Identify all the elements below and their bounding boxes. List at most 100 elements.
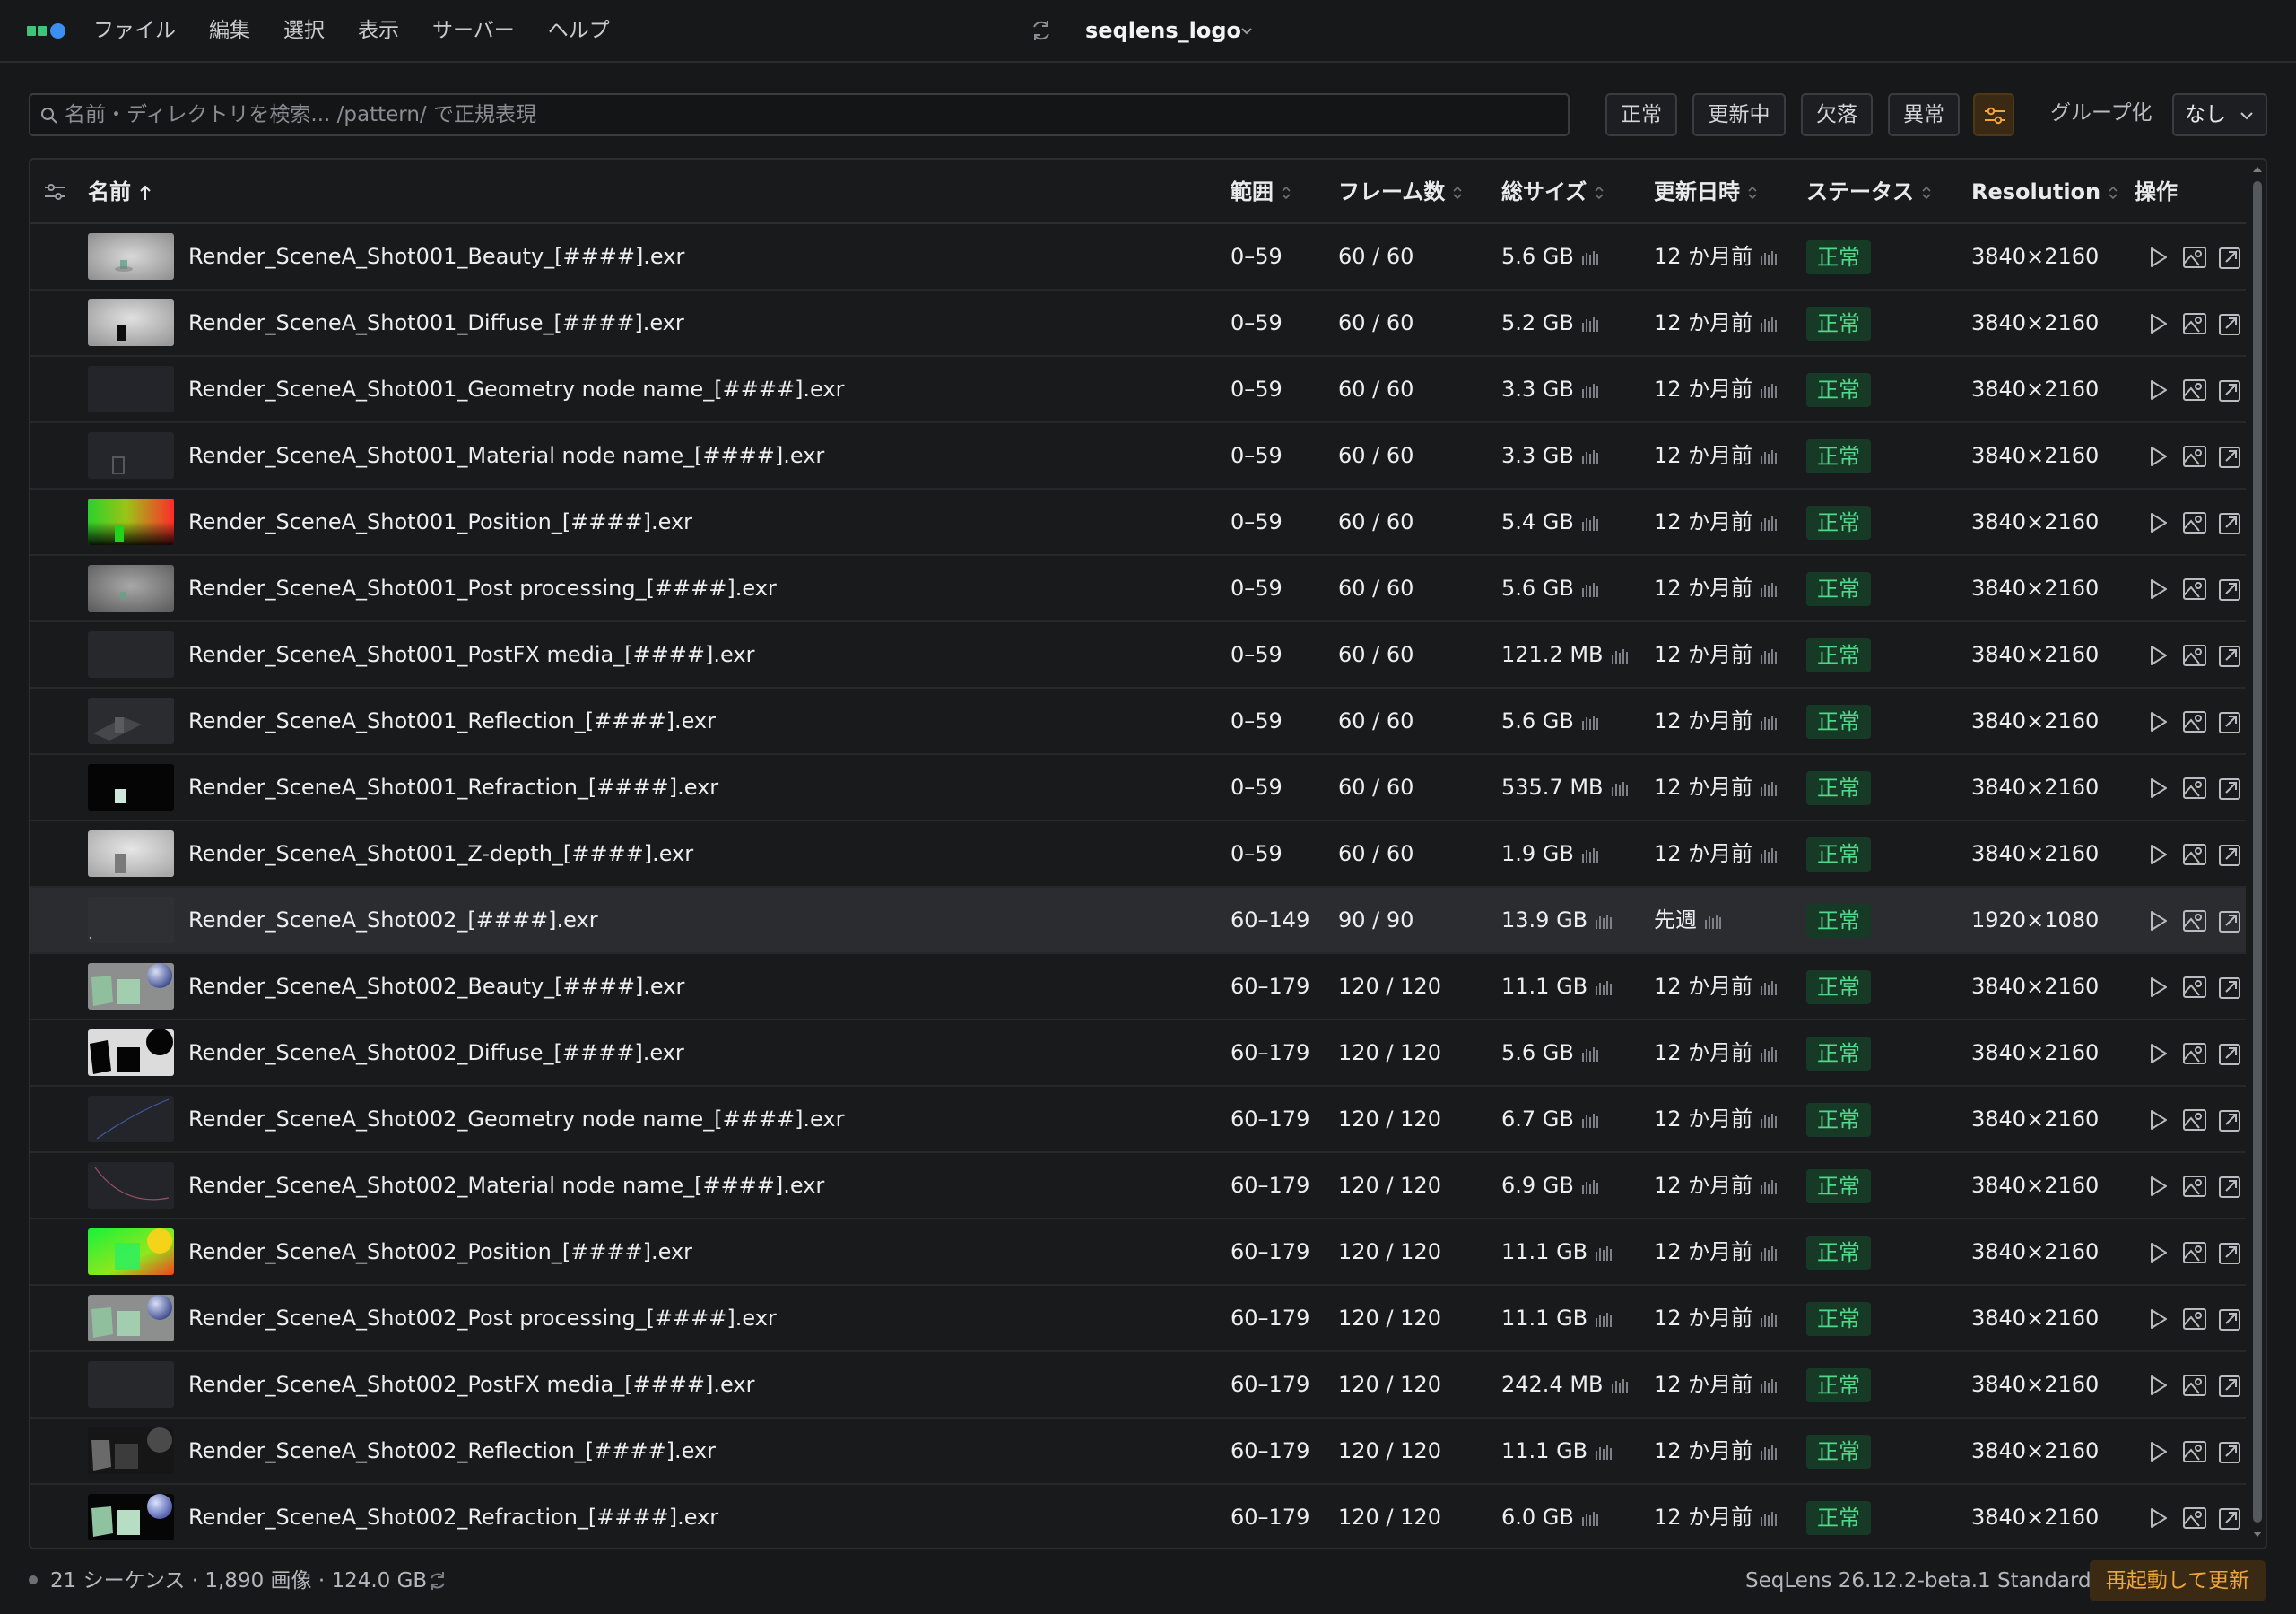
filter-settings-button[interactable] [1973,93,2014,136]
open-external-icon[interactable] [2217,1306,2242,1332]
sequence-thumbnail[interactable] [88,299,174,346]
play-icon[interactable] [2147,1173,2170,1200]
open-external-icon[interactable] [2217,1040,2242,1067]
column-header-modified[interactable]: 更新日時 [1654,178,1758,206]
table-row[interactable]: Render_SceneA_Shot002_Diffuse_[####].exr… [30,1020,2246,1087]
menu-server[interactable]: サーバー [432,19,515,42]
image-icon[interactable] [2181,1173,2208,1200]
play-icon[interactable] [2147,1040,2170,1067]
group-by-select[interactable]: なし [2172,93,2267,136]
image-icon[interactable] [2181,1505,2208,1532]
menu-edit[interactable]: 編集 [209,19,250,42]
sync-icon[interactable] [1030,18,1053,43]
table-row[interactable]: Render_SceneA_Shot001_PostFX media_[####… [30,622,2246,689]
sequence-thumbnail[interactable] [88,963,174,1010]
filter-missing-button[interactable]: 欠落 [1801,93,1873,136]
open-external-icon[interactable] [2217,1438,2242,1465]
filter-updating-button[interactable]: 更新中 [1692,93,1786,136]
sequence-thumbnail[interactable] [88,1228,174,1275]
sequence-thumbnail[interactable] [88,499,174,545]
table-row[interactable]: Render_SceneA_Shot001_Refraction_[####].… [30,755,2246,821]
image-icon[interactable] [2181,1306,2208,1332]
image-icon[interactable] [2181,244,2208,271]
sequence-thumbnail[interactable] [88,432,174,479]
table-row[interactable]: Render_SceneA_Shot002_Position_[####].ex… [30,1219,2246,1286]
open-external-icon[interactable] [2217,1173,2242,1200]
table-row[interactable]: Render_SceneA_Shot001_Material node name… [30,423,2246,490]
sequence-thumbnail[interactable] [88,830,174,877]
open-external-icon[interactable] [2217,1505,2242,1532]
open-external-icon[interactable] [2217,576,2242,603]
menu-select[interactable]: 選択 [283,19,325,42]
table-row[interactable]: Render_SceneA_Shot002_Material node name… [30,1153,2246,1219]
column-header-range[interactable]: 範囲 [1231,178,1292,206]
sequence-thumbnail[interactable] [88,1162,174,1209]
restart-update-button[interactable]: 再起動して更新 [2090,1560,2266,1601]
sequence-thumbnail[interactable] [88,698,174,744]
play-icon[interactable] [2147,1505,2170,1532]
sequence-thumbnail[interactable] [88,366,174,412]
sequence-thumbnail[interactable] [88,764,174,811]
menu-view[interactable]: 表示 [358,19,399,42]
table-row[interactable]: Render_SceneA_Shot002_[####].exr 60–149 90… [30,888,2246,954]
table-row[interactable]: Render_SceneA_Shot001_Beauty_[####].exr 0… [30,224,2246,291]
table-row[interactable]: Render_SceneA_Shot002_PostFX media_[####… [30,1352,2246,1419]
image-icon[interactable] [2181,1438,2208,1465]
sequence-thumbnail[interactable] [88,897,174,943]
play-icon[interactable] [2147,377,2170,404]
sequence-thumbnail[interactable] [88,1029,174,1076]
open-external-icon[interactable] [2217,1372,2242,1399]
image-icon[interactable] [2181,509,2208,536]
sequence-thumbnail[interactable] [88,1427,174,1474]
play-icon[interactable] [2147,576,2170,603]
table-row[interactable]: Render_SceneA_Shot001_Reflection_[####].… [30,689,2246,755]
image-icon[interactable] [2181,775,2208,802]
play-icon[interactable] [2147,443,2170,470]
play-icon[interactable] [2147,244,2170,271]
image-icon[interactable] [2181,310,2208,337]
sequence-thumbnail[interactable] [88,1096,174,1142]
play-icon[interactable] [2147,509,2170,536]
table-row[interactable]: Render_SceneA_Shot002_Geometry node name… [30,1087,2246,1153]
open-external-icon[interactable] [2217,443,2242,470]
chevron-down-icon[interactable] [1239,24,1254,39]
open-external-icon[interactable] [2217,1106,2242,1133]
open-external-icon[interactable] [2217,708,2242,735]
image-icon[interactable] [2181,377,2208,404]
column-header-name[interactable]: 名前 [88,178,152,206]
image-icon[interactable] [2181,443,2208,470]
play-icon[interactable] [2147,1106,2170,1133]
scrollbar-thumb[interactable] [2253,181,2262,1523]
scroll-down-icon[interactable] [2252,1530,2263,1539]
sequence-thumbnail[interactable] [88,1295,174,1341]
table-row[interactable]: Render_SceneA_Shot001_Diffuse_[####].exr… [30,291,2246,357]
filter-normal-button[interactable]: 正常 [1605,93,1677,136]
play-icon[interactable] [2147,642,2170,669]
column-header-size[interactable]: 総サイズ [1501,178,1605,206]
column-header-status[interactable]: ステータス [1806,178,1932,206]
play-icon[interactable] [2147,775,2170,802]
play-icon[interactable] [2147,1239,2170,1266]
project-name[interactable]: seqlens_logo [1085,18,1241,43]
sequence-thumbnail[interactable] [88,233,174,280]
image-icon[interactable] [2181,974,2208,1001]
sequence-thumbnail[interactable] [88,631,174,678]
table-row[interactable]: Render_SceneA_Shot001_Z-depth_[####].exr… [30,821,2246,888]
play-icon[interactable] [2147,974,2170,1001]
open-external-icon[interactable] [2217,642,2242,669]
table-row[interactable]: Render_SceneA_Shot001_Geometry node name… [30,357,2246,423]
sequence-thumbnail[interactable] [88,1361,174,1408]
column-header-resolution[interactable]: Resolution [1971,178,2118,206]
play-icon[interactable] [2147,841,2170,868]
image-icon[interactable] [2181,1106,2208,1133]
image-icon[interactable] [2181,907,2208,934]
menu-help[interactable]: ヘルプ [547,19,610,42]
sequence-thumbnail[interactable] [88,565,174,612]
table-row[interactable]: Render_SceneA_Shot001_Post processing_[#… [30,556,2246,622]
open-external-icon[interactable] [2217,377,2242,404]
image-icon[interactable] [2181,642,2208,669]
play-icon[interactable] [2147,1438,2170,1465]
menu-file[interactable]: ファイル [93,19,176,42]
table-row[interactable]: Render_SceneA_Shot002_Reflection_[####].… [30,1419,2246,1485]
table-row[interactable]: Render_SceneA_Shot002_Refraction_[####].… [30,1485,2246,1548]
